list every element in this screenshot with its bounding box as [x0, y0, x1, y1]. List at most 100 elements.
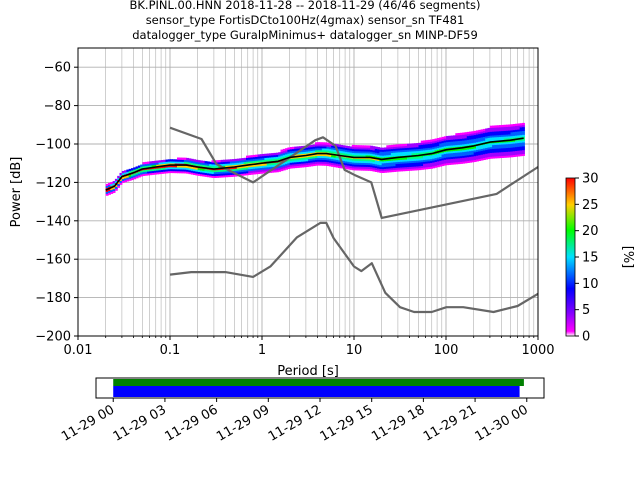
heatmap-cell	[386, 162, 390, 165]
heatmap-cell	[312, 146, 316, 149]
heatmap-cell	[377, 164, 380, 167]
heatmap-cell	[439, 152, 443, 156]
heatmap-cell	[393, 165, 397, 169]
heatmap-cell	[287, 164, 291, 168]
heatmap-cell	[480, 131, 484, 134]
heatmap-cell	[406, 166, 410, 170]
heatmap-cell	[213, 164, 217, 167]
heatmap-cell	[462, 149, 466, 153]
heatmap-cell	[439, 147, 443, 150]
heatmap-cell	[243, 165, 247, 168]
heatmap-cell	[255, 171, 259, 175]
x-tick-label: 100	[434, 343, 459, 358]
title-line-3: datalogger_type GuralpMinimus+ datalogge…	[132, 28, 478, 42]
heatmap-cell	[473, 150, 477, 153]
heatmap-cell	[310, 150, 314, 153]
heatmap-cell	[344, 149, 348, 152]
heatmap-cell	[450, 154, 454, 158]
heatmap-cell	[409, 160, 413, 164]
heatmap-cell	[450, 145, 454, 148]
heatmap-cell	[480, 135, 484, 138]
heatmap-cell	[344, 157, 348, 160]
heatmap-cell	[220, 163, 224, 167]
heatmap-cell	[328, 162, 332, 165]
heatmap-cell	[305, 153, 309, 156]
heatmap-cell	[331, 164, 334, 167]
heatmap-cell	[239, 158, 242, 161]
heatmap-cell	[144, 173, 148, 176]
heatmap-cell	[439, 160, 443, 163]
heatmap-cell	[496, 155, 500, 159]
heatmap-cell	[510, 141, 514, 144]
heatmap-cell	[388, 170, 392, 173]
heatmap-cell	[183, 171, 187, 174]
heatmap-cell	[409, 143, 413, 146]
heatmap-cell	[110, 181, 114, 185]
heatmap-cell	[363, 145, 367, 148]
heatmap-cell	[349, 150, 353, 153]
heatmap-cell	[425, 155, 429, 158]
heatmap-cell	[271, 162, 275, 166]
heatmap-cell	[170, 164, 173, 168]
heatmap-cell	[241, 173, 245, 176]
heatmap-cell	[347, 163, 351, 166]
heatmap-cell	[349, 148, 353, 151]
heatmap-cell	[489, 142, 493, 146]
heatmap-cell	[489, 133, 493, 136]
colorbar-tick-label: 10	[582, 277, 599, 292]
heatmap-cell	[160, 163, 164, 167]
heatmap-cell	[457, 152, 461, 155]
heatmap-cell	[510, 133, 514, 137]
heatmap-cell	[508, 135, 512, 139]
timeline-tick-label: 11-29 06	[162, 402, 220, 444]
heatmap-cell	[363, 168, 367, 171]
heatmap-cell	[271, 166, 275, 169]
heatmap-cell	[517, 150, 521, 153]
heatmap-cell	[450, 139, 454, 142]
heatmap-cell	[485, 138, 489, 141]
heatmap-cell	[266, 153, 270, 156]
heatmap-cell	[416, 162, 420, 165]
heatmap-cell	[441, 152, 445, 155]
heatmap-cell	[434, 142, 438, 145]
heatmap-cell	[227, 172, 231, 176]
heatmap-cell	[232, 168, 236, 172]
heatmap-cell	[252, 168, 256, 171]
heatmap-cell	[170, 168, 173, 172]
heatmap-cell	[225, 174, 229, 178]
heatmap-cell	[416, 160, 420, 163]
heatmap-cell	[473, 148, 477, 151]
heatmap-cell	[174, 168, 178, 172]
heatmap-cell	[519, 148, 523, 151]
heatmap-cell	[457, 138, 461, 142]
heatmap-cell	[498, 146, 502, 149]
heatmap-cell	[471, 133, 475, 136]
heatmap-cell	[457, 157, 461, 161]
heatmap-cell	[510, 139, 514, 142]
heatmap-cell	[319, 161, 323, 164]
heatmap-cell	[489, 125, 493, 129]
heatmap-cell	[487, 137, 491, 140]
heatmap-cell	[494, 127, 498, 130]
heatmap-cell	[501, 130, 505, 134]
heatmap-cell	[466, 154, 470, 158]
heatmap-cell	[262, 157, 265, 161]
heatmap-cell	[519, 134, 523, 138]
heatmap-cell	[427, 164, 431, 168]
heatmap-cell	[508, 128, 512, 131]
heatmap-cell	[439, 158, 443, 161]
heatmap-cell	[418, 160, 422, 163]
heatmap-cell	[285, 163, 288, 166]
heatmap-cell	[446, 153, 449, 156]
heatmap-cell	[234, 162, 238, 166]
heatmap-cell	[204, 168, 208, 172]
heatmap-cell	[314, 161, 318, 164]
heatmap-cell	[298, 159, 302, 162]
heatmap-cell	[393, 169, 397, 172]
heatmap-cell	[512, 133, 516, 136]
heatmap-cell	[482, 157, 486, 161]
heatmap-cell	[402, 151, 406, 154]
heatmap-cell	[462, 136, 466, 139]
heatmap-cell	[521, 147, 525, 151]
